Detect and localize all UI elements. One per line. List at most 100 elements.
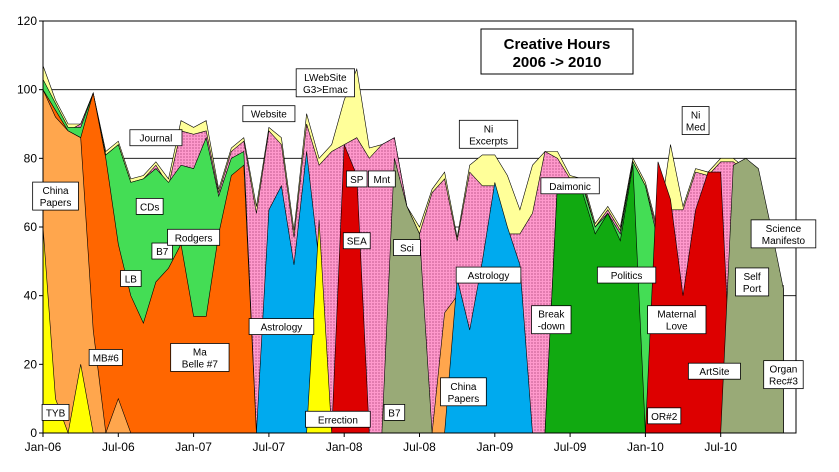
series-label-text: Astrology [468,271,510,282]
series-label-box [735,267,770,297]
series-label: SP [346,170,368,188]
series-label-box [88,349,123,366]
series-label-box [346,170,368,188]
x-tick-label: Jul-10 [704,440,737,454]
series-label: B7 [383,403,406,421]
series-label-text: TYB [46,408,66,419]
series-label: Daimonic [540,177,600,195]
series-label-box [647,407,682,425]
series-label: B7 [151,242,173,260]
y-tick-label: 0 [30,426,37,440]
series-label-text: ArtSite [699,367,729,378]
series-label-text: Belle #7 [182,359,219,370]
series-label-text: Med [686,123,705,134]
x-tick-label: Jan-09 [476,440,513,454]
series-label: TYB [41,403,70,421]
series-label-text: SP [350,175,364,186]
x-tick-label: Jul-06 [102,440,135,454]
series-label-text: Ni [484,124,493,135]
series-label: Sci [393,239,421,257]
series-label-text: Daimonic [549,182,591,193]
series-label-text: LWebSite [304,73,347,84]
series-label: OR#2 [647,407,682,425]
series-label-box [687,362,741,380]
series-label-text: Science [766,224,802,235]
x-tick-label: Jan-10 [627,440,664,454]
series-label-text: Love [666,322,688,333]
series-label-text: Politics [611,271,643,282]
series-label-box [167,228,221,246]
series-label-box [596,266,657,284]
series-label-text: Rodgers [175,233,213,244]
series-label-text: Maternal [657,310,696,321]
y-tick-label: 40 [24,289,38,303]
series-label-text: Mnt [374,175,391,186]
series-label-box [151,242,173,260]
series-label-box [32,181,79,211]
x-tick-label: Jul-09 [554,440,587,454]
x-tick-label: Jan-07 [175,440,212,454]
chart-title-line-2: 2006 -> 2010 [513,54,602,71]
series-label-text: Manifesto [762,236,806,247]
series-label-box [170,343,230,372]
series-label-text: China [450,382,477,393]
x-tick-label: Jul-08 [403,440,436,454]
series-label: Politics [596,266,657,284]
series-label-box [763,360,804,390]
series-label: Website [242,105,296,123]
series-label-box [458,119,519,149]
series-label-box [531,305,572,335]
series-label-box [681,106,710,135]
series-label-box [393,239,421,257]
series-label: Mnt [367,170,396,188]
series-label-box [383,403,406,421]
series-label-box [305,410,371,428]
series-label-text: Ni [691,111,700,122]
series-label: Errection [305,410,371,428]
series-label-box [440,377,487,407]
series-label-text: OR#2 [651,412,678,423]
series-label-text: Journal [140,134,173,145]
series-label: MB#6 [88,349,123,366]
series-label-text: -down [538,322,565,333]
series-label-text: Ma [193,347,207,358]
series-label-text: LB [125,275,138,286]
series-labels: TYBChinaPapersMB#6LBCDsB7JournalRodgersM… [32,68,817,428]
series-label-text: Astrology [261,323,303,334]
series-label: LB [120,270,142,287]
series-label-text: Excerpts [469,136,508,147]
series-label-text: Rec#3 [769,377,798,388]
series-label: Rodgers [167,228,221,246]
y-tick-label: 120 [17,14,37,28]
series-label-text: Website [251,110,287,121]
y-tick-label: 20 [24,357,38,371]
series-label: Astrology [455,266,522,284]
series-label-text: Errection [318,415,358,426]
series-label-text: Papers [448,394,480,405]
series-label-text: Self [743,272,760,283]
series-label-box [750,219,817,249]
series-label-text: B7 [156,247,169,258]
series-label-text: SEA [347,237,367,248]
series-label-text: B7 [388,408,401,419]
axes: 0 20 40 60 80 100 120 Jan-06 Jul-06 Jan-07 Jul-07 J… [17,14,796,454]
series-label-text: Sci [400,244,414,255]
y-tick-label: 80 [24,151,38,165]
series-label: Break-down [531,305,572,335]
series-label-text: Papers [40,198,72,209]
series-label-box [647,305,707,335]
series-label-box [242,105,296,123]
x-tick-label: Jul-07 [253,440,286,454]
series-label-box [342,232,371,250]
series-label-box [135,197,164,215]
x-tick-label: Jan-06 [25,440,62,454]
series-label-text: MB#6 [93,353,120,364]
